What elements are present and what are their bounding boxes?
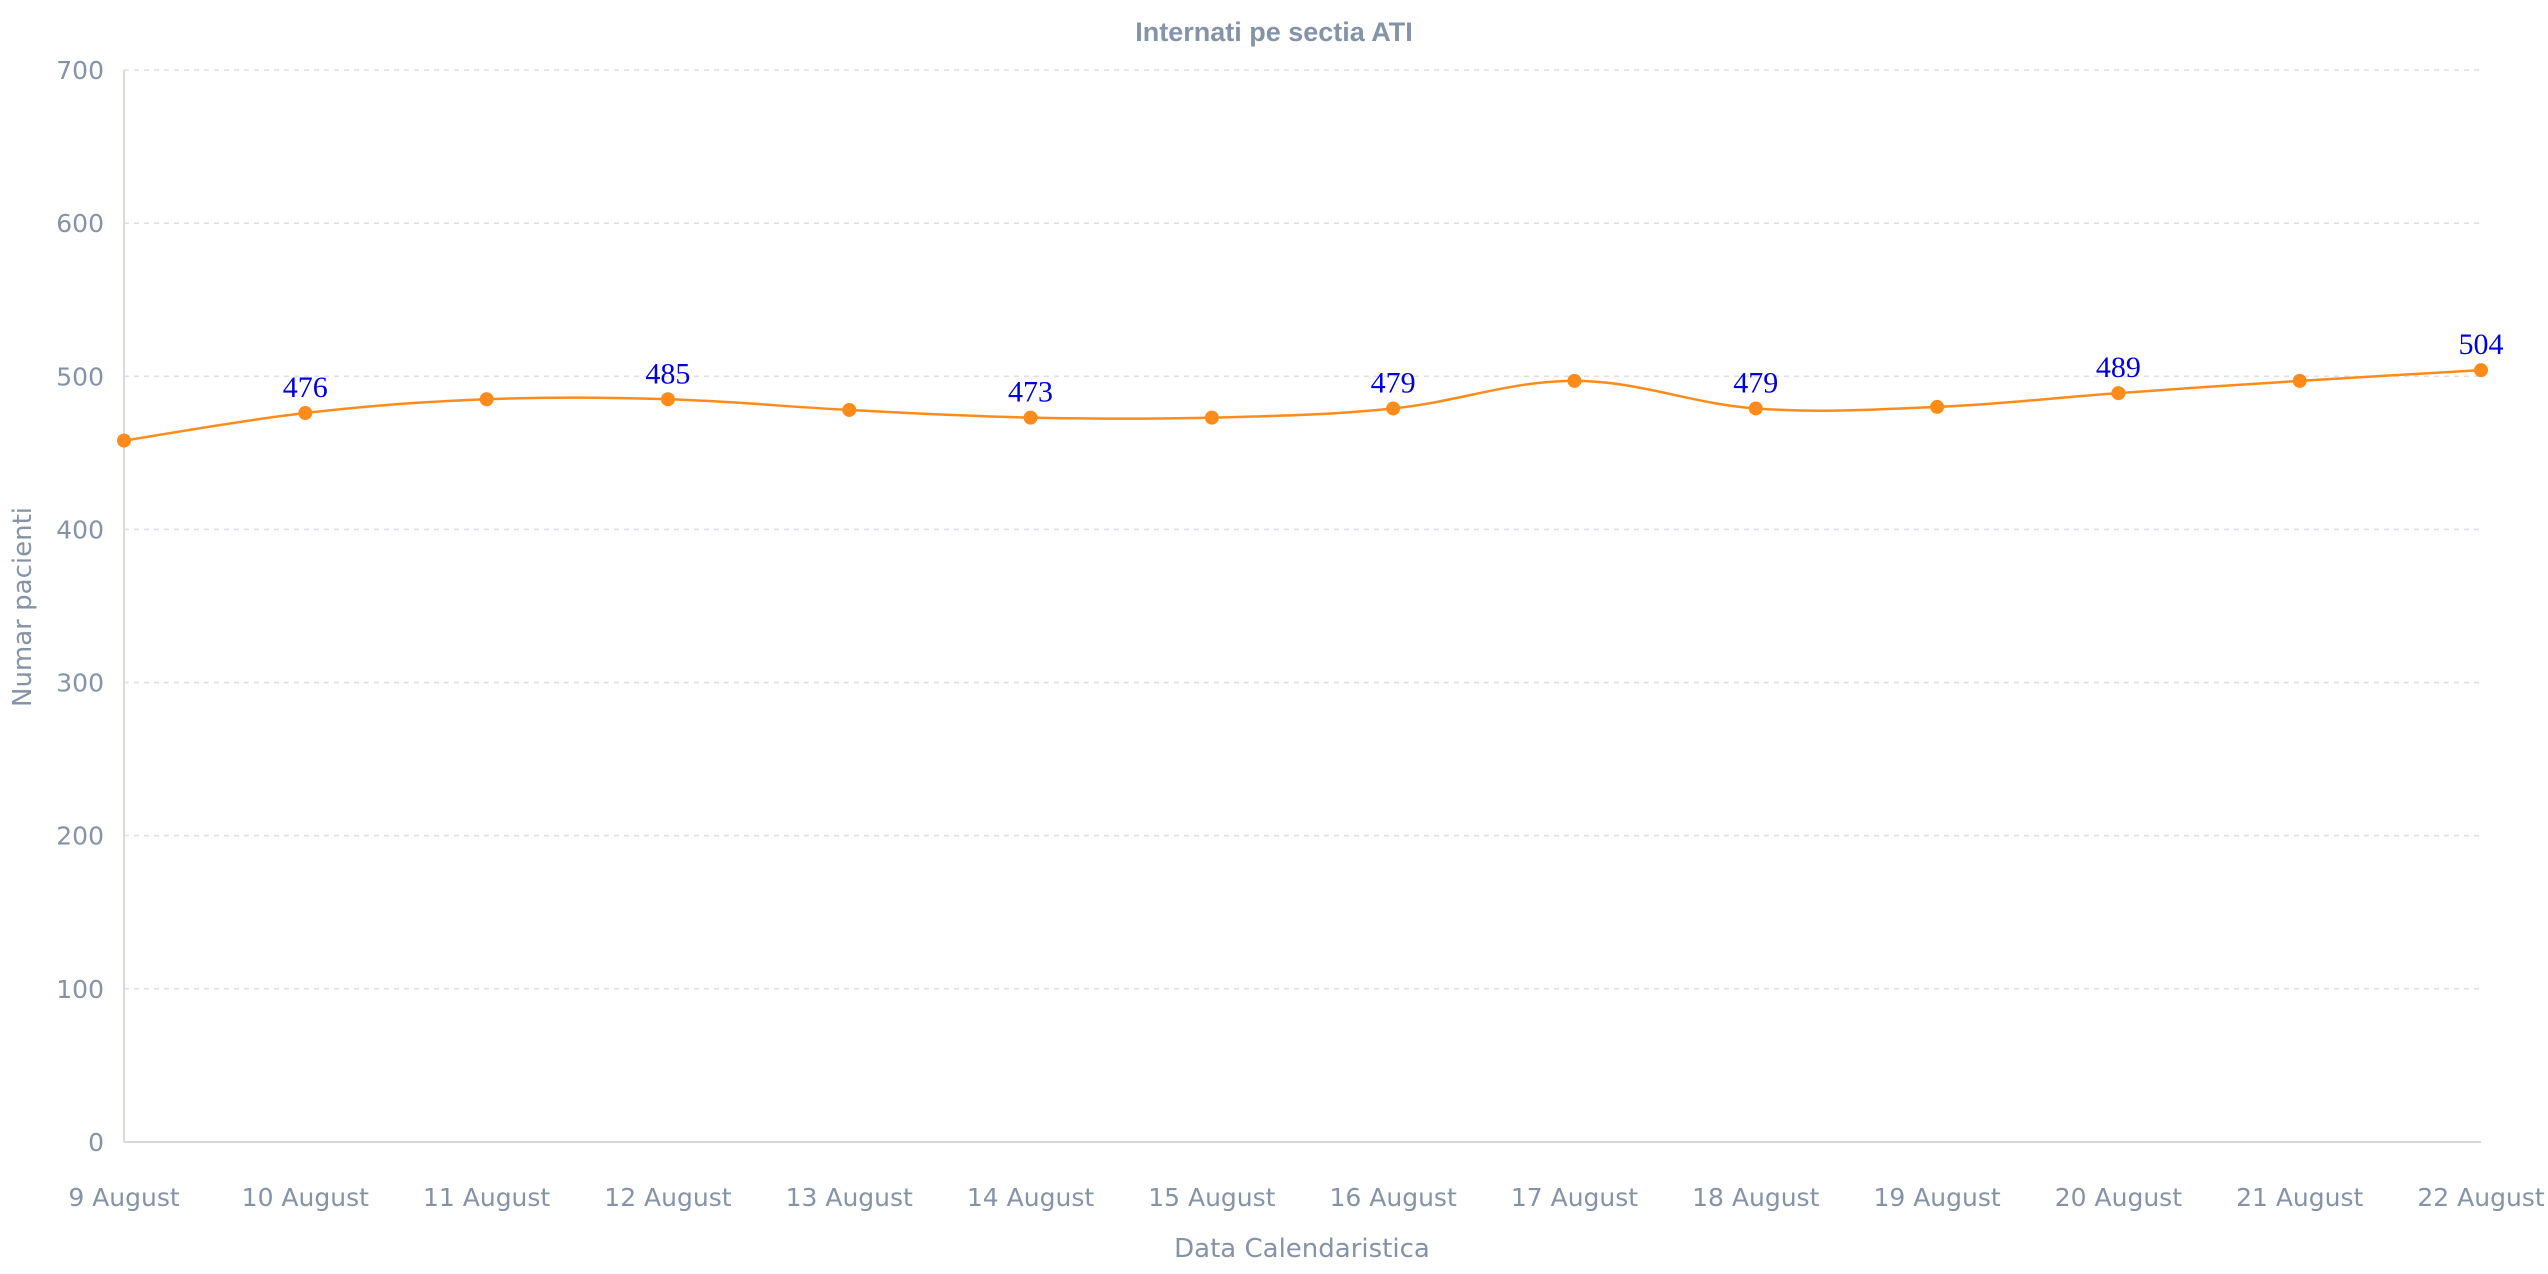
data-point[interactable]: [1567, 373, 1582, 388]
x-tick-label: 22 August: [2417, 1183, 2544, 1212]
data-point[interactable]: [2111, 386, 2126, 401]
x-tick-label: 17 August: [1511, 1183, 1638, 1212]
y-tick-label: 700: [56, 56, 104, 85]
data-point[interactable]: [2292, 373, 2307, 388]
y-tick-label: 600: [56, 209, 104, 238]
x-axis-ticks: 9 August 10 August 11 August 12 August 13 Au…: [68, 1183, 2544, 1212]
data-label: 479: [1733, 366, 1778, 399]
y-tick-label: 200: [56, 822, 104, 851]
data-label: 485: [645, 357, 690, 390]
data-point[interactable]: [1023, 410, 1038, 425]
x-tick-label: 13 August: [786, 1183, 913, 1212]
data-point[interactable]: [479, 392, 494, 407]
x-tick-label: 16 August: [1330, 1183, 1457, 1212]
data-point[interactable]: [1386, 401, 1401, 416]
data-point[interactable]: [2474, 363, 2488, 378]
data-label: 479: [1371, 366, 1416, 399]
data-point[interactable]: [1930, 399, 1945, 414]
x-tick-label: 9 August: [68, 1183, 180, 1212]
x-tick-label: 18 August: [1692, 1183, 1819, 1212]
x-axis-title: Data Calendaristica: [1174, 1234, 1430, 1264]
y-axis-ticks: 0 100 200 300 400 500 600 700: [56, 56, 104, 1157]
data-label: 476: [283, 371, 328, 404]
y-tick-label: 500: [56, 362, 104, 391]
x-tick-label: 11 August: [423, 1183, 550, 1212]
y-tick-label: 100: [56, 975, 104, 1004]
x-tick-label: 15 August: [1148, 1183, 1275, 1212]
chart-title: Internati pe sectia ATI: [1135, 17, 1413, 47]
data-label: 473: [1008, 376, 1053, 409]
series-line: [123, 368, 2482, 442]
y-tick-label: 0: [88, 1128, 104, 1157]
x-tick-label: 20 August: [2055, 1183, 2182, 1212]
data-point[interactable]: [117, 433, 131, 448]
y-tick-label: 400: [56, 515, 104, 544]
x-tick-label: 12 August: [604, 1183, 731, 1212]
data-point[interactable]: [1204, 410, 1219, 425]
data-point[interactable]: [842, 402, 857, 417]
data-point[interactable]: [1748, 401, 1763, 416]
data-labels: 476 485 473 479 479 489 504: [283, 328, 2504, 408]
y-axis-title: Numar pacienti: [8, 507, 38, 707]
x-tick-label: 10 August: [242, 1183, 369, 1212]
x-tick-label: 14 August: [967, 1183, 1094, 1212]
x-tick-label: 21 August: [2236, 1183, 2363, 1212]
data-label: 504: [2459, 328, 2504, 361]
y-tick-label: 300: [56, 669, 104, 698]
x-tick-label: 19 August: [1873, 1183, 2000, 1212]
gridlines: [124, 69, 2481, 990]
data-point[interactable]: [298, 406, 313, 421]
data-points: [117, 363, 2488, 448]
data-label: 489: [2096, 351, 2141, 384]
data-point[interactable]: [660, 392, 675, 407]
